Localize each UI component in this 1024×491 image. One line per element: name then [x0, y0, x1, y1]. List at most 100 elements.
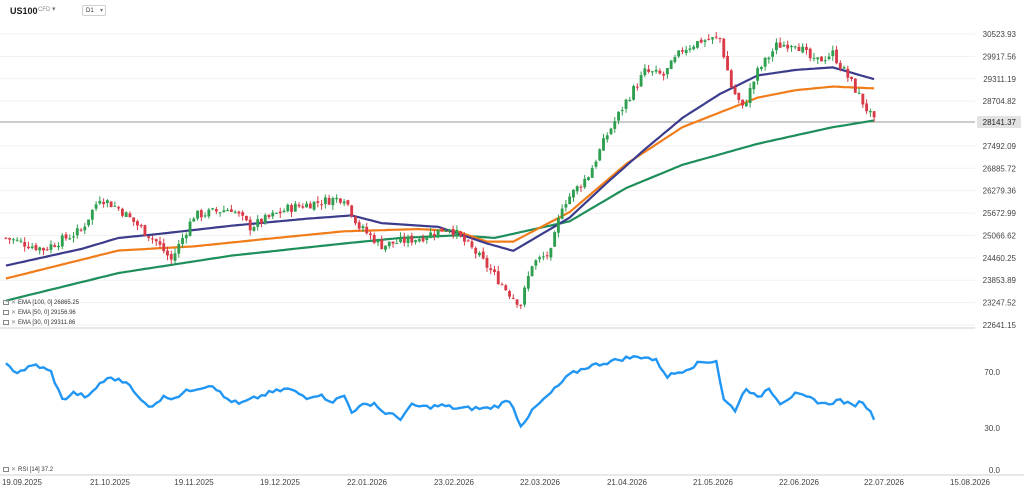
candle-body	[263, 215, 267, 224]
candle-body	[650, 71, 654, 73]
candle-body	[763, 57, 767, 67]
candle-body	[620, 110, 624, 112]
legend-ema100[interactable]: ✕ EMA [100, 0] 26865.25	[3, 299, 79, 308]
candle-body	[722, 38, 726, 58]
candle-body	[466, 240, 470, 242]
candle-body	[782, 44, 786, 47]
candle-body	[143, 225, 147, 236]
rsi-line	[5, 355, 876, 429]
candle-body	[835, 49, 838, 64]
candle-body	[282, 210, 286, 213]
legend-ema50[interactable]: ✕ EMA [50, 0] 29156.96	[3, 309, 76, 318]
candle-body	[27, 246, 30, 249]
candle-body	[158, 241, 162, 245]
candle-body	[508, 291, 511, 297]
candle-body	[402, 237, 406, 243]
candle-body	[237, 211, 241, 214]
candle-body	[94, 204, 98, 209]
candle-body	[124, 212, 128, 217]
candle-body	[162, 243, 166, 252]
close-icon[interactable]: ✕	[11, 467, 17, 473]
candle-body	[8, 237, 12, 240]
close-icon[interactable]: ✕	[11, 320, 17, 326]
symbol-label[interactable]: US100	[10, 6, 38, 16]
candle-body	[816, 57, 820, 60]
legend-ema30-label: EMA [30, 0] 29311.86	[18, 320, 76, 326]
candle-body	[587, 177, 590, 180]
candle-body	[748, 87, 752, 103]
candle-body	[617, 111, 620, 121]
candle-body	[489, 268, 493, 271]
symbol-dropdown-icon[interactable]: ▾	[52, 6, 56, 13]
close-icon[interactable]: ✕	[11, 300, 17, 306]
candle-body	[609, 128, 613, 135]
candle-body	[850, 76, 853, 79]
candle-body	[68, 238, 72, 240]
candle-body	[545, 255, 549, 257]
candle-body	[320, 204, 324, 206]
price-tick-label: 25066.62	[983, 231, 1017, 240]
candle-body	[395, 243, 399, 245]
candle-body	[120, 208, 124, 216]
candle-body	[838, 62, 842, 69]
candle-body	[842, 67, 846, 69]
candle-body	[534, 260, 538, 266]
candle-body	[184, 234, 188, 239]
candle-body	[688, 48, 692, 50]
candle-body	[771, 51, 775, 57]
candle-body	[241, 212, 245, 216]
candle-body	[868, 111, 872, 113]
candle-body	[579, 186, 583, 188]
candle-body	[564, 204, 568, 208]
candle-body	[511, 297, 515, 299]
candle-body	[154, 239, 158, 242]
candle-body	[602, 138, 605, 151]
candle-body	[560, 208, 564, 219]
date-tick-label: 22.06.2026	[779, 478, 820, 487]
settings-icon[interactable]	[3, 309, 9, 315]
candle-body	[778, 42, 782, 48]
candle-body	[463, 235, 466, 242]
candle-body	[575, 186, 579, 192]
candle-body	[399, 237, 402, 243]
ema100-line	[5, 119, 875, 302]
candle-body	[75, 228, 79, 236]
settings-icon[interactable]	[3, 466, 9, 472]
candle-body	[662, 73, 666, 76]
candle-body	[64, 234, 68, 239]
candle-body	[481, 251, 485, 259]
candle-body	[669, 60, 673, 70]
settings-icon[interactable]	[3, 299, 9, 305]
legend-rsi[interactable]: ✕ RSI [14] 37.2	[3, 466, 53, 475]
candle-body	[831, 50, 835, 56]
candle-body	[34, 245, 38, 250]
candle-body	[11, 239, 15, 241]
candle-body	[812, 57, 816, 59]
legend-ema30[interactable]: ✕ EMA [30, 0] 29311.86	[3, 319, 75, 328]
candle-body	[635, 86, 639, 88]
candle-body	[38, 247, 42, 251]
candle-body	[759, 67, 763, 70]
candle-body	[4, 237, 8, 239]
timeframe-select[interactable]: D1 ▾	[82, 5, 106, 16]
candle-body	[741, 99, 744, 106]
candle-body	[83, 226, 87, 231]
candle-body	[290, 205, 293, 212]
candle-body	[331, 198, 335, 206]
candle-body	[136, 221, 139, 226]
price-tick-label: 28704.82	[983, 97, 1017, 106]
candle-body	[421, 237, 425, 242]
candle-body	[632, 86, 635, 100]
close-icon[interactable]: ✕	[11, 310, 17, 316]
candle-body	[30, 246, 34, 249]
candle-body	[696, 41, 699, 48]
date-tick-label: 19.11.2025	[174, 478, 214, 487]
settings-icon[interactable]	[3, 319, 9, 325]
candle-body	[643, 68, 647, 76]
candle-body	[297, 204, 301, 207]
candle-body	[692, 46, 696, 50]
candle-body	[451, 229, 455, 236]
candle-body	[459, 231, 463, 236]
candle-body	[654, 69, 658, 72]
